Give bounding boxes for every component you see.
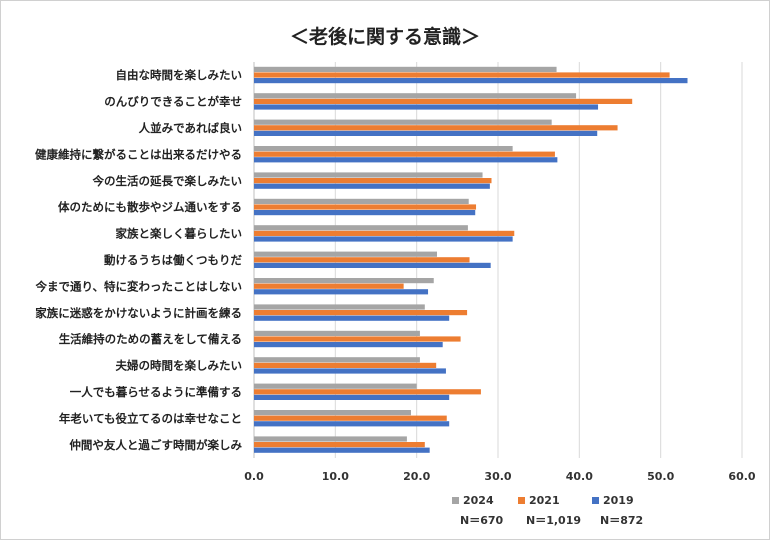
bar-2021 <box>254 310 468 316</box>
legend-swatch-2021 <box>518 497 525 504</box>
bar-2019 <box>254 447 430 453</box>
x-tick-label: 20.0 <box>403 470 430 483</box>
legend-n-2021: N＝1,019 <box>526 514 581 527</box>
bar-2024 <box>254 304 425 310</box>
bar-2019 <box>254 236 513 242</box>
category-label: 仲間や友人と過ごす時間が楽しみ <box>69 438 242 452</box>
bar-2021 <box>254 442 425 448</box>
bar-2021 <box>254 125 618 131</box>
category-label: 動けるうちは働くつもりだ <box>104 253 242 267</box>
bar-2019 <box>254 394 450 400</box>
bar-2019 <box>254 104 599 110</box>
bar-2019 <box>254 183 490 189</box>
x-tick-label: 0.0 <box>244 470 264 483</box>
category-label: のんびりできることが幸せ <box>104 95 242 109</box>
bar-2019 <box>254 157 558 163</box>
bar-2021 <box>254 98 633 104</box>
bar-2024 <box>254 146 513 152</box>
legend-label-2021: 2021 <box>529 494 560 507</box>
bar-2019 <box>254 262 491 268</box>
bar-2024 <box>254 66 557 72</box>
x-tick-label: 30.0 <box>484 470 511 483</box>
bar-2021 <box>254 283 404 289</box>
category-label: 家族と楽しく暮らしたい <box>116 227 243 241</box>
chart-title: ＜老後に関する意識＞ <box>289 26 480 48</box>
bar-2019 <box>254 210 476 216</box>
bar-2021 <box>254 389 481 395</box>
bar-2021 <box>254 151 555 157</box>
bar-2024 <box>254 93 577 99</box>
category-label: 一人でも暮らせるように準備する <box>70 385 242 399</box>
bar-2021 <box>254 230 515 236</box>
legend-n-2024: N＝670 <box>460 514 504 527</box>
legend-label-2024: 2024 <box>463 494 494 507</box>
legend-swatch-2024 <box>452 497 459 504</box>
bar-2024 <box>254 119 552 125</box>
category-label: 体のためにも散歩やジム通いをする <box>58 200 242 214</box>
bar-2024 <box>254 251 437 257</box>
bar-2021 <box>254 178 492 184</box>
bar-2019 <box>254 315 450 321</box>
category-label: 年老いても役立てるのは幸せなこと <box>59 411 242 425</box>
bar-2021 <box>254 415 447 421</box>
bar-2019 <box>254 130 598 136</box>
bar-2021 <box>254 257 470 263</box>
category-label: 生活維持のための蓄えをして備える <box>59 332 242 346</box>
bar-2019 <box>254 289 429 295</box>
bar-2024 <box>254 436 407 442</box>
bar-2024 <box>254 198 469 204</box>
legend-label-2019: 2019 <box>603 494 634 507</box>
category-label: 家族に迷惑をかけないように計画を練る <box>35 306 242 320</box>
x-tick-label: 10.0 <box>322 470 349 483</box>
x-tick-label: 40.0 <box>566 470 593 483</box>
category-label: 今まで通り、特に変わったことはしない <box>34 279 242 293</box>
bar-2024 <box>254 357 420 363</box>
bar-2019 <box>254 342 443 348</box>
bar-2021 <box>254 362 437 368</box>
legend-swatch-2019 <box>592 497 599 504</box>
bar-2024 <box>254 410 411 416</box>
bar-2021 <box>254 204 477 210</box>
bar-2024 <box>254 330 420 336</box>
bar-2021 <box>254 72 670 78</box>
bar-2024 <box>254 278 434 284</box>
x-tick-label: 50.0 <box>647 470 674 483</box>
bar-2019 <box>254 421 450 427</box>
category-label: 夫婦の時間を楽しみたい <box>116 359 243 373</box>
x-tick-label: 60.0 <box>728 470 755 483</box>
bar-2019 <box>254 368 446 374</box>
category-label: 健康維持に繋がることは出来るだけやる <box>35 147 242 161</box>
bar-2024 <box>254 383 417 389</box>
category-label: 今の生活の延長で楽しみたい <box>92 174 243 188</box>
bar-2019 <box>254 78 688 84</box>
bar-2024 <box>254 225 468 231</box>
bar-2024 <box>254 172 483 178</box>
legend-n-2019: N＝872 <box>600 514 643 527</box>
bar-2021 <box>254 336 461 342</box>
category-label: 自由な時間を楽しみたい <box>116 68 243 82</box>
category-label: 人並みであれば良い <box>139 121 242 135</box>
